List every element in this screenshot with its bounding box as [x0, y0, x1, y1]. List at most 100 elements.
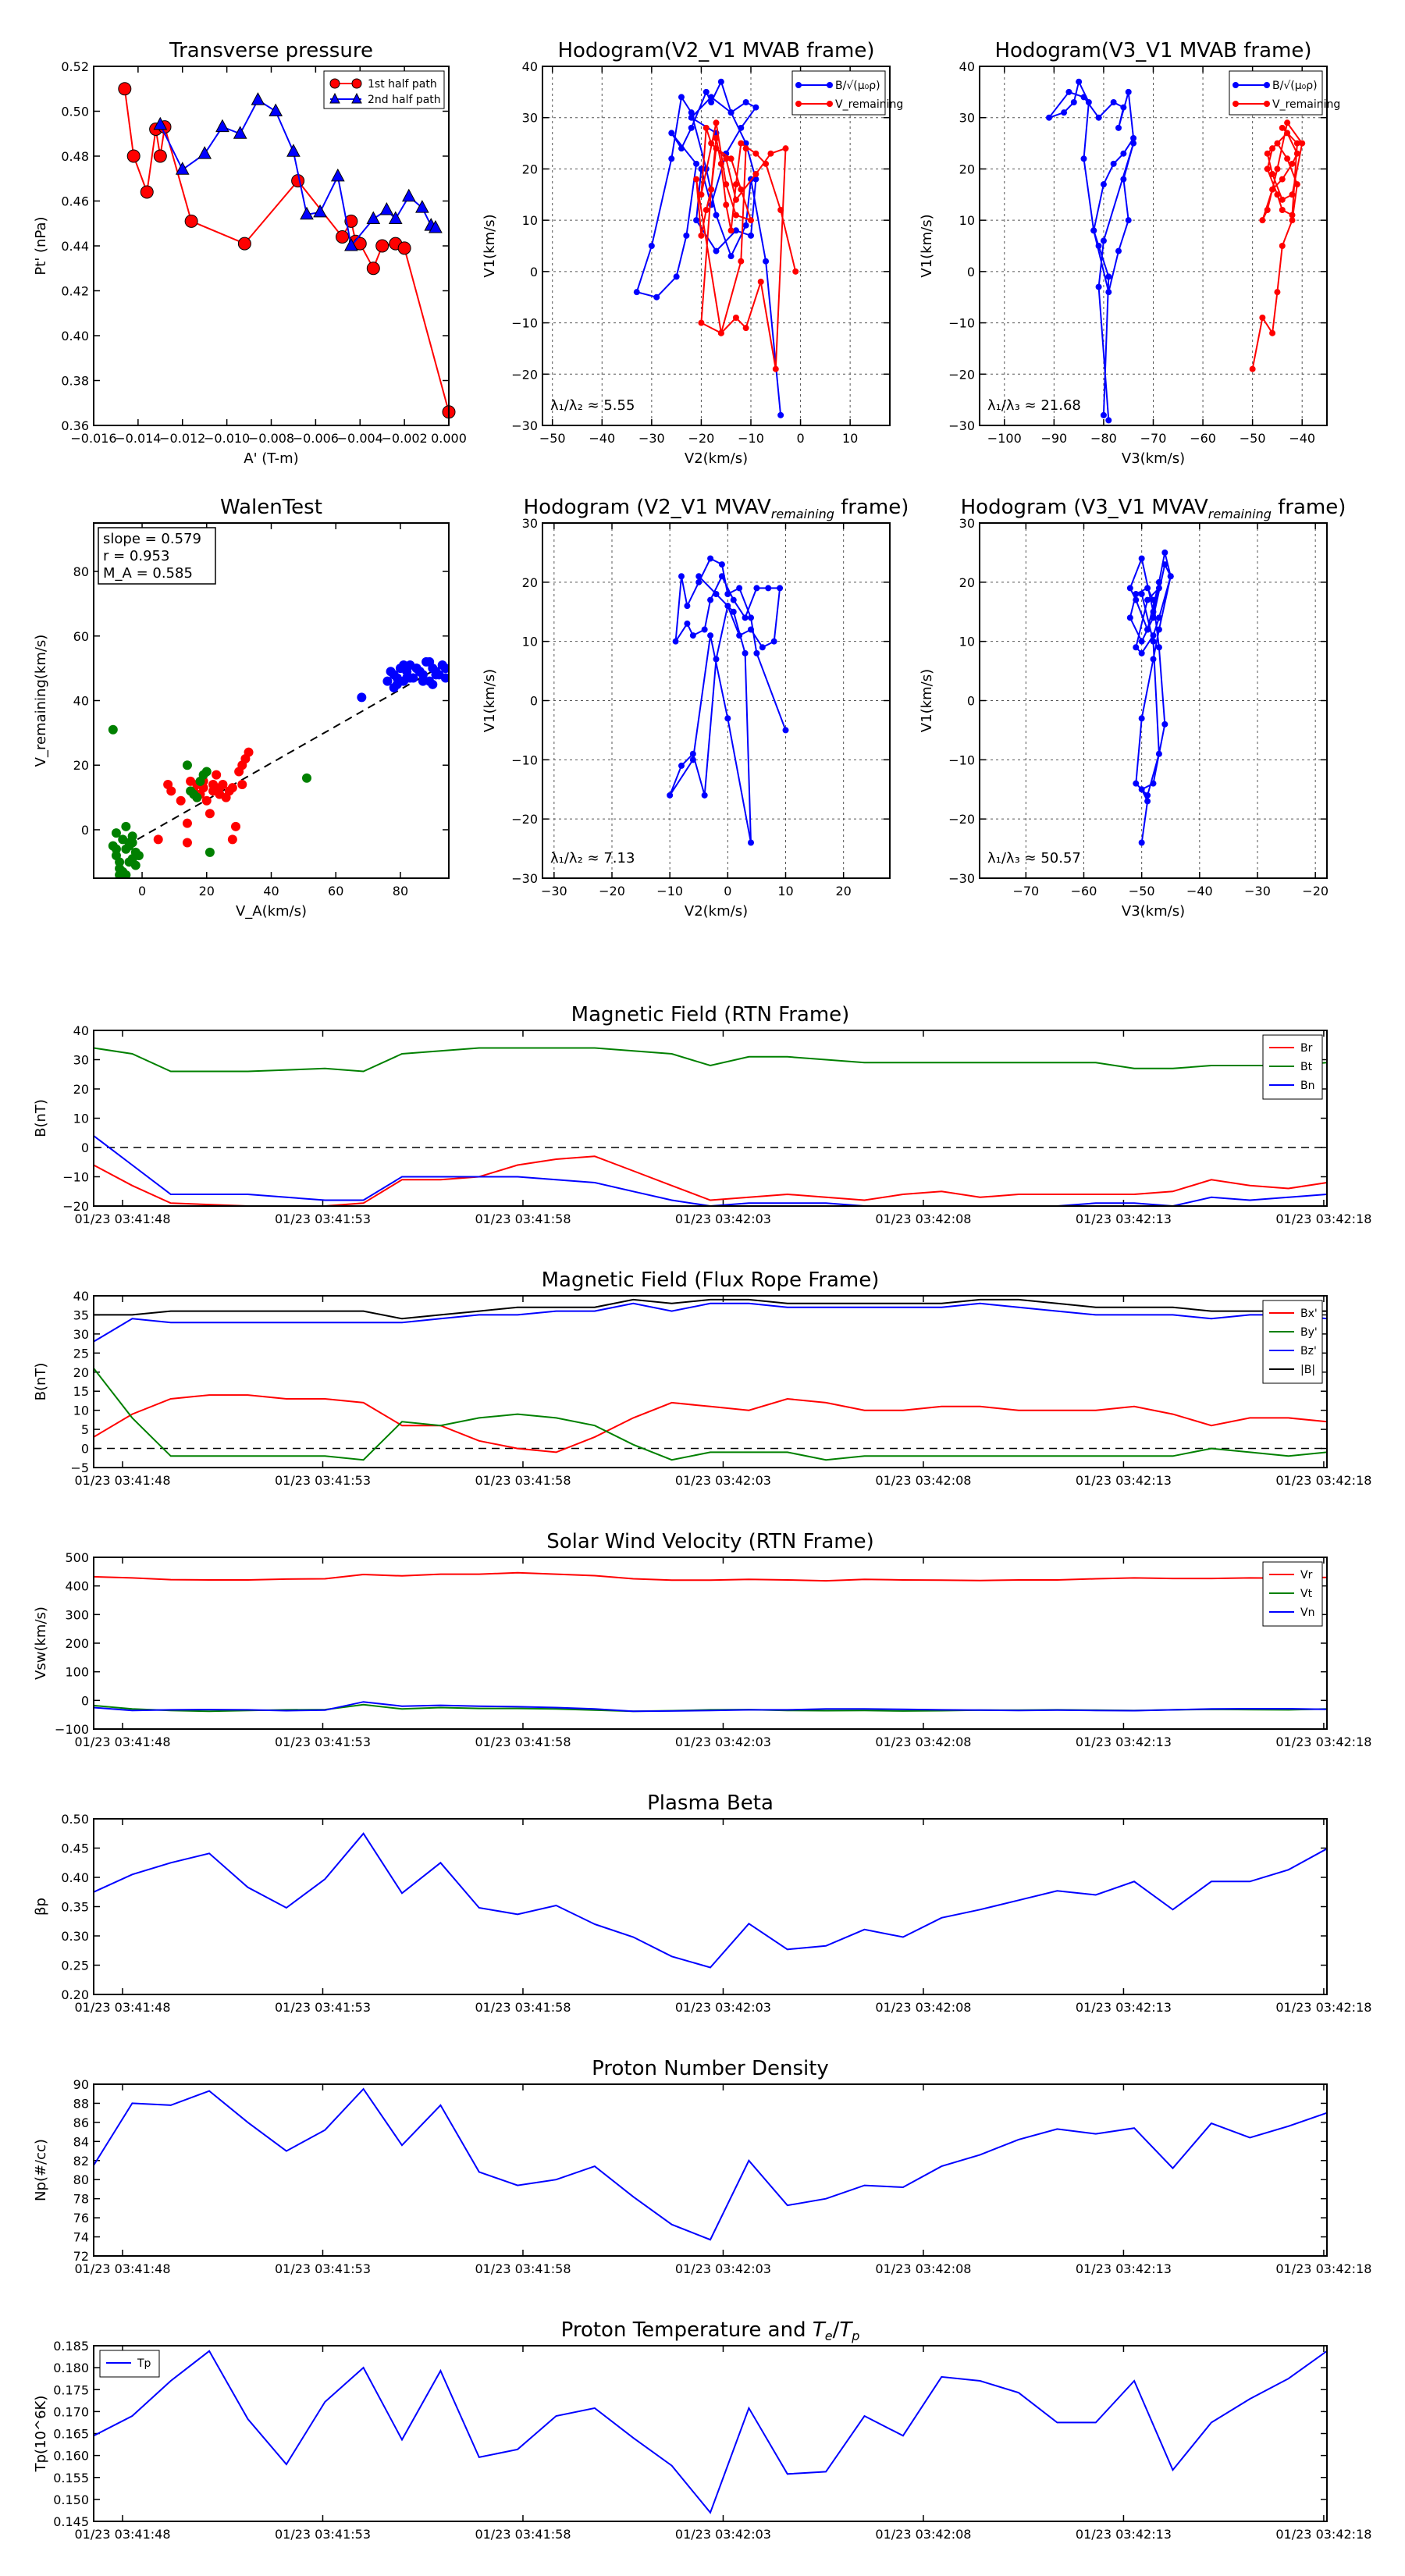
- data-point: [792, 268, 799, 275]
- scatter-point: [237, 780, 247, 790]
- y-tick-label: 25: [73, 1346, 89, 1361]
- data-point: [1279, 243, 1286, 249]
- legend-marker: [827, 101, 833, 107]
- legend-marker: [329, 92, 340, 104]
- legend-label: 1st half path: [368, 78, 437, 91]
- data-point: [1150, 608, 1157, 615]
- x-tick-label: 01/23 03:41:48: [74, 2261, 170, 2276]
- chart-title: Proton Temperature and Te/Tp: [561, 2318, 860, 2343]
- y-tick-label: 0.185: [53, 2339, 89, 2354]
- y-tick-label: 35: [73, 1308, 89, 1322]
- legend-label: Tp: [137, 2357, 151, 2370]
- data-point: [752, 150, 759, 157]
- x-tick-label: −0.012: [159, 431, 205, 446]
- plot-area: [542, 523, 890, 878]
- legend: Br Bt Bn: [1262, 1034, 1323, 1100]
- data-point: [1161, 549, 1168, 556]
- x-tick-label: −0.014: [115, 431, 161, 446]
- data-point: [668, 155, 675, 162]
- data-point: [689, 632, 696, 639]
- y-tick-label: 0: [967, 265, 975, 279]
- data-point: [1115, 124, 1122, 131]
- data-point: [708, 140, 715, 147]
- scatter-point: [227, 783, 237, 793]
- series-line-beta: [94, 1832, 1327, 1969]
- title-subscript: remaining: [1208, 507, 1272, 521]
- y-tick-label: 86: [73, 2115, 89, 2130]
- title-main: Hodogram (V3_V1 MVAV: [961, 496, 1208, 519]
- legend-box: [791, 70, 886, 116]
- eigen-ratio-annotation: λ₁/λ₃ ≈ 50.57: [987, 850, 1081, 866]
- y-axis-label: B(nT): [33, 1363, 49, 1401]
- legend-label: V_remaining: [1272, 98, 1340, 111]
- plot-area: [94, 1030, 1327, 1206]
- data-point: [782, 145, 789, 152]
- y-tick-label: 0.36: [61, 418, 89, 433]
- legend-label: 2nd half path: [368, 94, 441, 106]
- y-tick-label: 60: [73, 629, 89, 644]
- title-end: frame): [834, 496, 909, 519]
- data-point: [1293, 140, 1300, 147]
- chart-walen: WalenTest 0 20 40 60 80 0 20 40 60 80 V_A(km/s) V_re…: [33, 496, 450, 920]
- data-point: [693, 176, 700, 183]
- x-tick-label: −30: [1244, 884, 1271, 898]
- x-tick-label: 01/23 03:41:48: [74, 1735, 170, 1749]
- data-point: [366, 211, 381, 224]
- data-point: [251, 92, 265, 105]
- y-tick-label: −10: [948, 316, 975, 331]
- data-point: [688, 124, 695, 131]
- chart-hodo3: −30 −20 −10 0 10 20 30 −30 −20 −10 0 10 20 V2(km/s) V1…: [482, 496, 909, 920]
- series-line-Bx: [94, 1394, 1327, 1453]
- x-tick-label: 01/23 03:42:13: [1076, 2000, 1172, 2015]
- y-tick-label: −30: [511, 871, 538, 886]
- data-point: [1293, 150, 1300, 157]
- data-point: [344, 214, 358, 228]
- y-axis-label: V1(km/s): [482, 669, 498, 732]
- x-tick-label: −60: [1071, 884, 1097, 898]
- x-axis-label: V3(km/s): [1122, 903, 1185, 920]
- data-point: [1138, 591, 1145, 597]
- data-point: [693, 160, 700, 167]
- data-point: [233, 126, 247, 139]
- eigen-ratio-annotation: λ₁/λ₃ ≈ 21.68: [987, 397, 1081, 414]
- x-tick-label: −0.008: [248, 431, 294, 446]
- y-tick-label: 20: [73, 1082, 89, 1097]
- y-tick-label: 80: [73, 564, 89, 579]
- data-point: [727, 227, 735, 234]
- scatter-point: [389, 682, 399, 692]
- plot-area: [94, 1819, 1327, 1994]
- data-point: [698, 232, 705, 239]
- data-point: [759, 644, 766, 651]
- y-tick-label: 10: [959, 213, 975, 228]
- legend-box: [1229, 70, 1323, 116]
- x-tick-label: −30: [541, 884, 567, 898]
- data-point: [1046, 114, 1052, 121]
- data-point: [153, 149, 167, 163]
- series-line-Bt: [94, 1047, 1327, 1073]
- scatter-point: [108, 724, 118, 735]
- y-tick-label: 20: [522, 162, 538, 176]
- x-tick-label: 01/23 03:41:53: [275, 1735, 371, 1749]
- data-point: [1249, 365, 1256, 372]
- x-tick-label: 01/23 03:42:03: [675, 1735, 771, 1749]
- data-point: [1274, 191, 1281, 198]
- x-tick-label: −100: [987, 431, 1022, 446]
- data-point: [707, 596, 714, 603]
- data-point: [717, 160, 724, 167]
- series-line-Vremaining: [1251, 120, 1304, 369]
- data-point: [748, 232, 754, 239]
- legend-marker: [329, 78, 340, 89]
- data-point: [753, 585, 760, 592]
- x-tick-label: 20: [199, 884, 215, 898]
- plot-frame: [93, 1030, 1328, 1207]
- scatter-point: [440, 664, 449, 674]
- y-tick-label: 78: [73, 2192, 89, 2207]
- data-point: [748, 217, 754, 224]
- x-tick-label: −0.016: [70, 431, 116, 446]
- data-point: [1138, 839, 1145, 846]
- y-tick-label: 0: [967, 694, 975, 709]
- x-tick-label: −20: [1302, 884, 1329, 898]
- y-tick-label: 40: [73, 1023, 89, 1038]
- x-tick-label: −80: [1090, 431, 1117, 446]
- data-point: [770, 638, 777, 645]
